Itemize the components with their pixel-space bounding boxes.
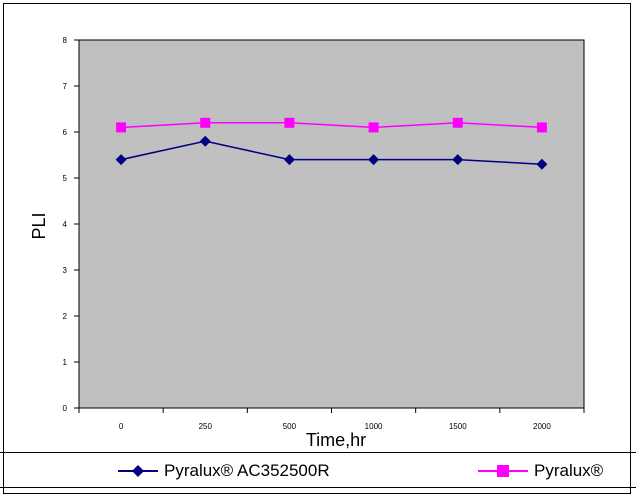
data-point-diamond (368, 154, 380, 166)
data-point-square (200, 117, 211, 128)
series-lines (120, 122, 542, 165)
legend-label-series-1: Pyralux® AC352500R (164, 461, 330, 480)
data-point-diamond (199, 135, 211, 147)
legend-diamond-marker-icon (118, 465, 158, 477)
x-tick-label: 250 (199, 422, 213, 431)
legend-item-series-2: Pyralux® (476, 457, 603, 485)
series-line-2 (121, 122, 542, 129)
legend-item-series-1: Pyralux® AC352500R (116, 457, 330, 485)
data-point-square (368, 122, 379, 133)
y-tick-label: 4 (63, 220, 68, 229)
y-tick-label: 3 (63, 266, 68, 275)
plot-area (78, 39, 585, 409)
data-point-square (536, 122, 547, 133)
y-tick-label: 6 (63, 128, 68, 137)
y-tick-label: 5 (63, 174, 68, 183)
x-tick-label: 0 (119, 422, 124, 431)
y-tick-label: 2 (63, 312, 68, 321)
x-tick-label: 1000 (365, 422, 383, 431)
x-tick-label: 500 (283, 422, 297, 431)
y-tick-label: 0 (63, 404, 68, 413)
legend: Pyralux® AC352500R Pyralux® (0, 452, 636, 488)
data-point-diamond (536, 158, 548, 170)
x-axis-title: Time,hr (306, 430, 366, 450)
line-chart: 0 1 2 3 4 5 6 7 8 0 250 500 1000 1500 2000 PLI Time,h… (29, 36, 585, 450)
data-point-square (284, 117, 295, 128)
data-point-diamond (115, 154, 127, 166)
data-point-diamond (452, 154, 464, 166)
data-point-diamond (283, 154, 295, 166)
series-markers (115, 117, 548, 170)
legend-label-series-2: Pyralux® (534, 461, 604, 480)
legend-square-marker-icon (478, 465, 528, 477)
x-axis: 0 250 500 1000 1500 2000 (78, 408, 585, 431)
y-tick-label: 8 (63, 36, 68, 45)
x-tick-label: 2000 (533, 422, 551, 431)
y-axis: 0 1 2 3 4 5 6 7 8 (63, 36, 79, 413)
series-line-1 (120, 140, 542, 165)
data-point-square (452, 117, 463, 128)
y-tick-label: 1 (63, 358, 68, 367)
y-tick-label: 7 (63, 82, 68, 91)
x-tick-label: 1500 (449, 422, 467, 431)
y-axis-title: PLI (29, 212, 49, 239)
data-point-square (116, 122, 127, 133)
